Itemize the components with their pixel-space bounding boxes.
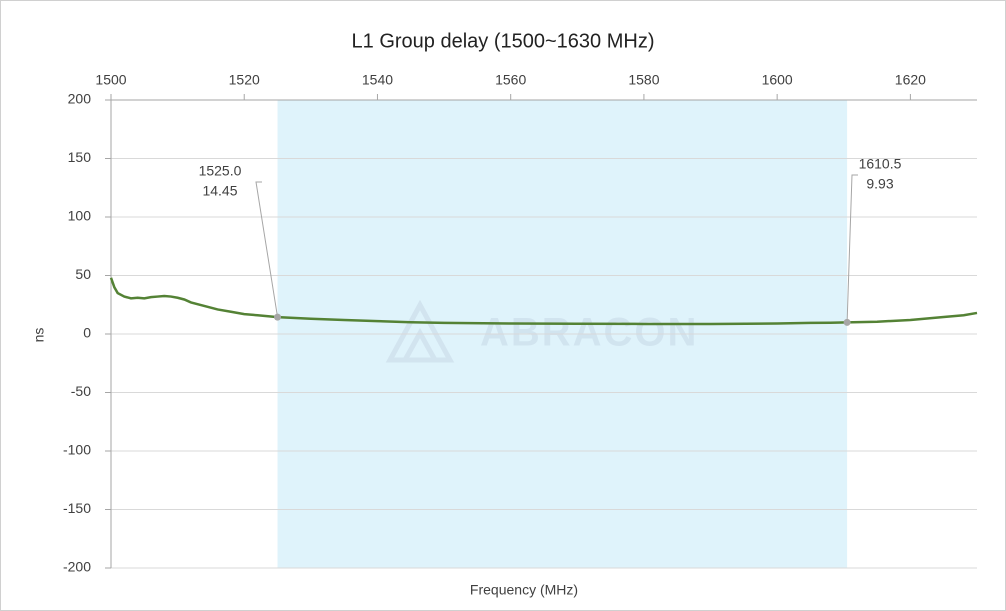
y-tick-label: 50 [75, 266, 91, 282]
annotation-label: 1525.0 [199, 163, 242, 179]
y-tick-label: 200 [68, 91, 92, 107]
y-tick-label: -150 [63, 500, 91, 516]
annotation-point [843, 318, 851, 326]
y-axis-label: ns [31, 328, 47, 343]
x-tick-label: 1600 [762, 72, 793, 88]
chart-title: L1 Group delay (1500~1630 MHz) [352, 30, 655, 52]
y-tick-label: -100 [63, 442, 91, 458]
x-tick-label: 1520 [229, 72, 260, 88]
y-tick-label: -200 [63, 559, 91, 575]
watermark: ABRACON [480, 311, 698, 355]
annotation-point [274, 313, 282, 321]
data-line [109, 277, 978, 326]
x-tick-label: 1560 [495, 72, 526, 88]
callout-line [255, 181, 279, 318]
annotation-label: 1610.5 [859, 156, 902, 172]
x-tick-label: 1580 [628, 72, 659, 88]
x-tick-label: 1500 [95, 72, 126, 88]
y-tick-label: -50 [71, 383, 91, 399]
y-tick-label: 0 [83, 325, 91, 341]
annotation-label: 9.93 [866, 176, 893, 192]
x-axis-label: Frequency (MHz) [470, 582, 578, 598]
x-tick-label: 1540 [362, 72, 393, 88]
annotation-label: 14.45 [202, 183, 237, 199]
callout-line [846, 174, 858, 323]
x-tick-label: 1620 [895, 72, 926, 88]
watermark-logo [385, 299, 455, 363]
y-tick-label: 100 [68, 208, 92, 224]
y-tick-label: 150 [68, 149, 92, 165]
